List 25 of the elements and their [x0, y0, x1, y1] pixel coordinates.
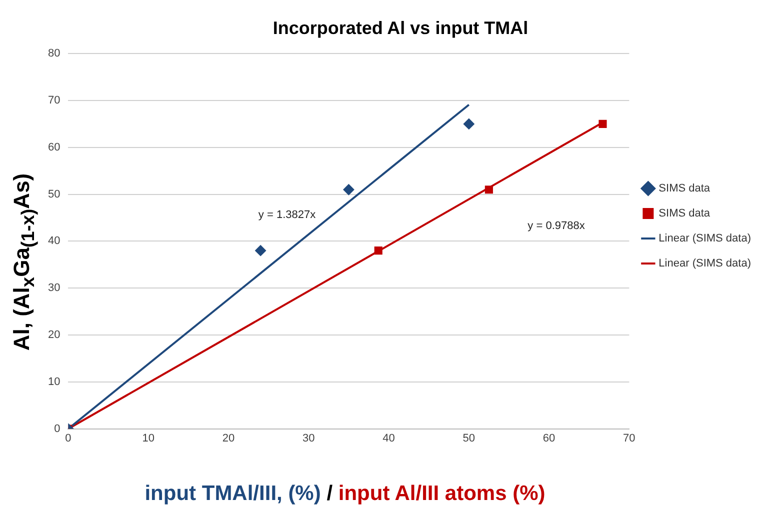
- annotation: y = 1.3827x: [258, 208, 316, 221]
- legend-label: Linear (SIMS data): [658, 232, 752, 245]
- y-tick-label: 20: [48, 329, 60, 342]
- y-tick-label: 40: [48, 235, 60, 248]
- annotation: y = 0.9788x: [528, 220, 586, 232]
- legend-label: SIMS data: [658, 208, 711, 220]
- y-tick-label: 80: [48, 48, 60, 60]
- x-tick-label: 10: [142, 432, 154, 444]
- y-tick-label: 60: [48, 141, 60, 154]
- x-axis-title: input TMAl/III, (%) / input Al/III atoms (%): [144, 482, 546, 505]
- y-tick-label: 10: [48, 376, 60, 388]
- x-tick-label: 60: [542, 432, 556, 444]
- y-tick-label: 0: [54, 422, 60, 435]
- x-tick-label: 0: [65, 432, 72, 444]
- legend-label: SIMS data: [658, 182, 711, 195]
- x-tick-label: 20: [222, 432, 235, 444]
- x-tick-label: 70: [623, 432, 636, 444]
- x-tick-label: 30: [302, 432, 315, 444]
- chart-title: Incorporated Al vs input TMAl: [272, 18, 528, 38]
- y-tick-label: 30: [48, 282, 60, 294]
- legend-label: Linear (SIMS data): [658, 258, 752, 270]
- y-tick-label: 50: [48, 188, 60, 200]
- y-tick-label: 70: [48, 94, 60, 107]
- x-tick-label: 40: [382, 432, 395, 444]
- x-tick-label: 50: [462, 432, 476, 444]
